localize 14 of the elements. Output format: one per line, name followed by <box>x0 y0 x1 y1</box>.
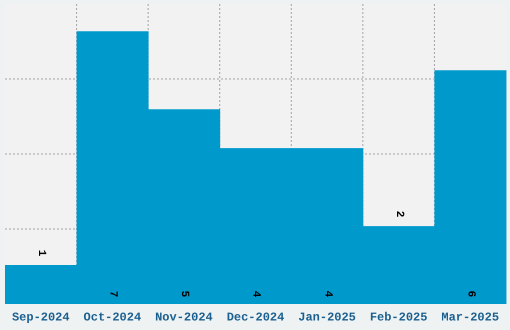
x-tick-label: Feb-2025 <box>370 310 428 325</box>
x-tick-label: Jan-2025 <box>298 310 356 325</box>
data-label: 7 <box>106 290 119 298</box>
data-label: 5 <box>178 290 190 298</box>
data-label: 2 <box>392 210 405 218</box>
data-label: 4 <box>250 290 262 298</box>
x-tick-label: Mar-2025 <box>441 310 500 325</box>
data-label: 6 <box>464 290 476 298</box>
x-tick-label: Sep-2024 <box>12 310 70 325</box>
x-tick-label: Dec-2024 <box>226 310 284 325</box>
x-tick-label: Nov-2024 <box>155 310 213 325</box>
data-label: 1 <box>35 250 47 257</box>
x-tick-label: Oct-2024 <box>84 310 142 325</box>
data-label: 4 <box>321 290 334 298</box>
